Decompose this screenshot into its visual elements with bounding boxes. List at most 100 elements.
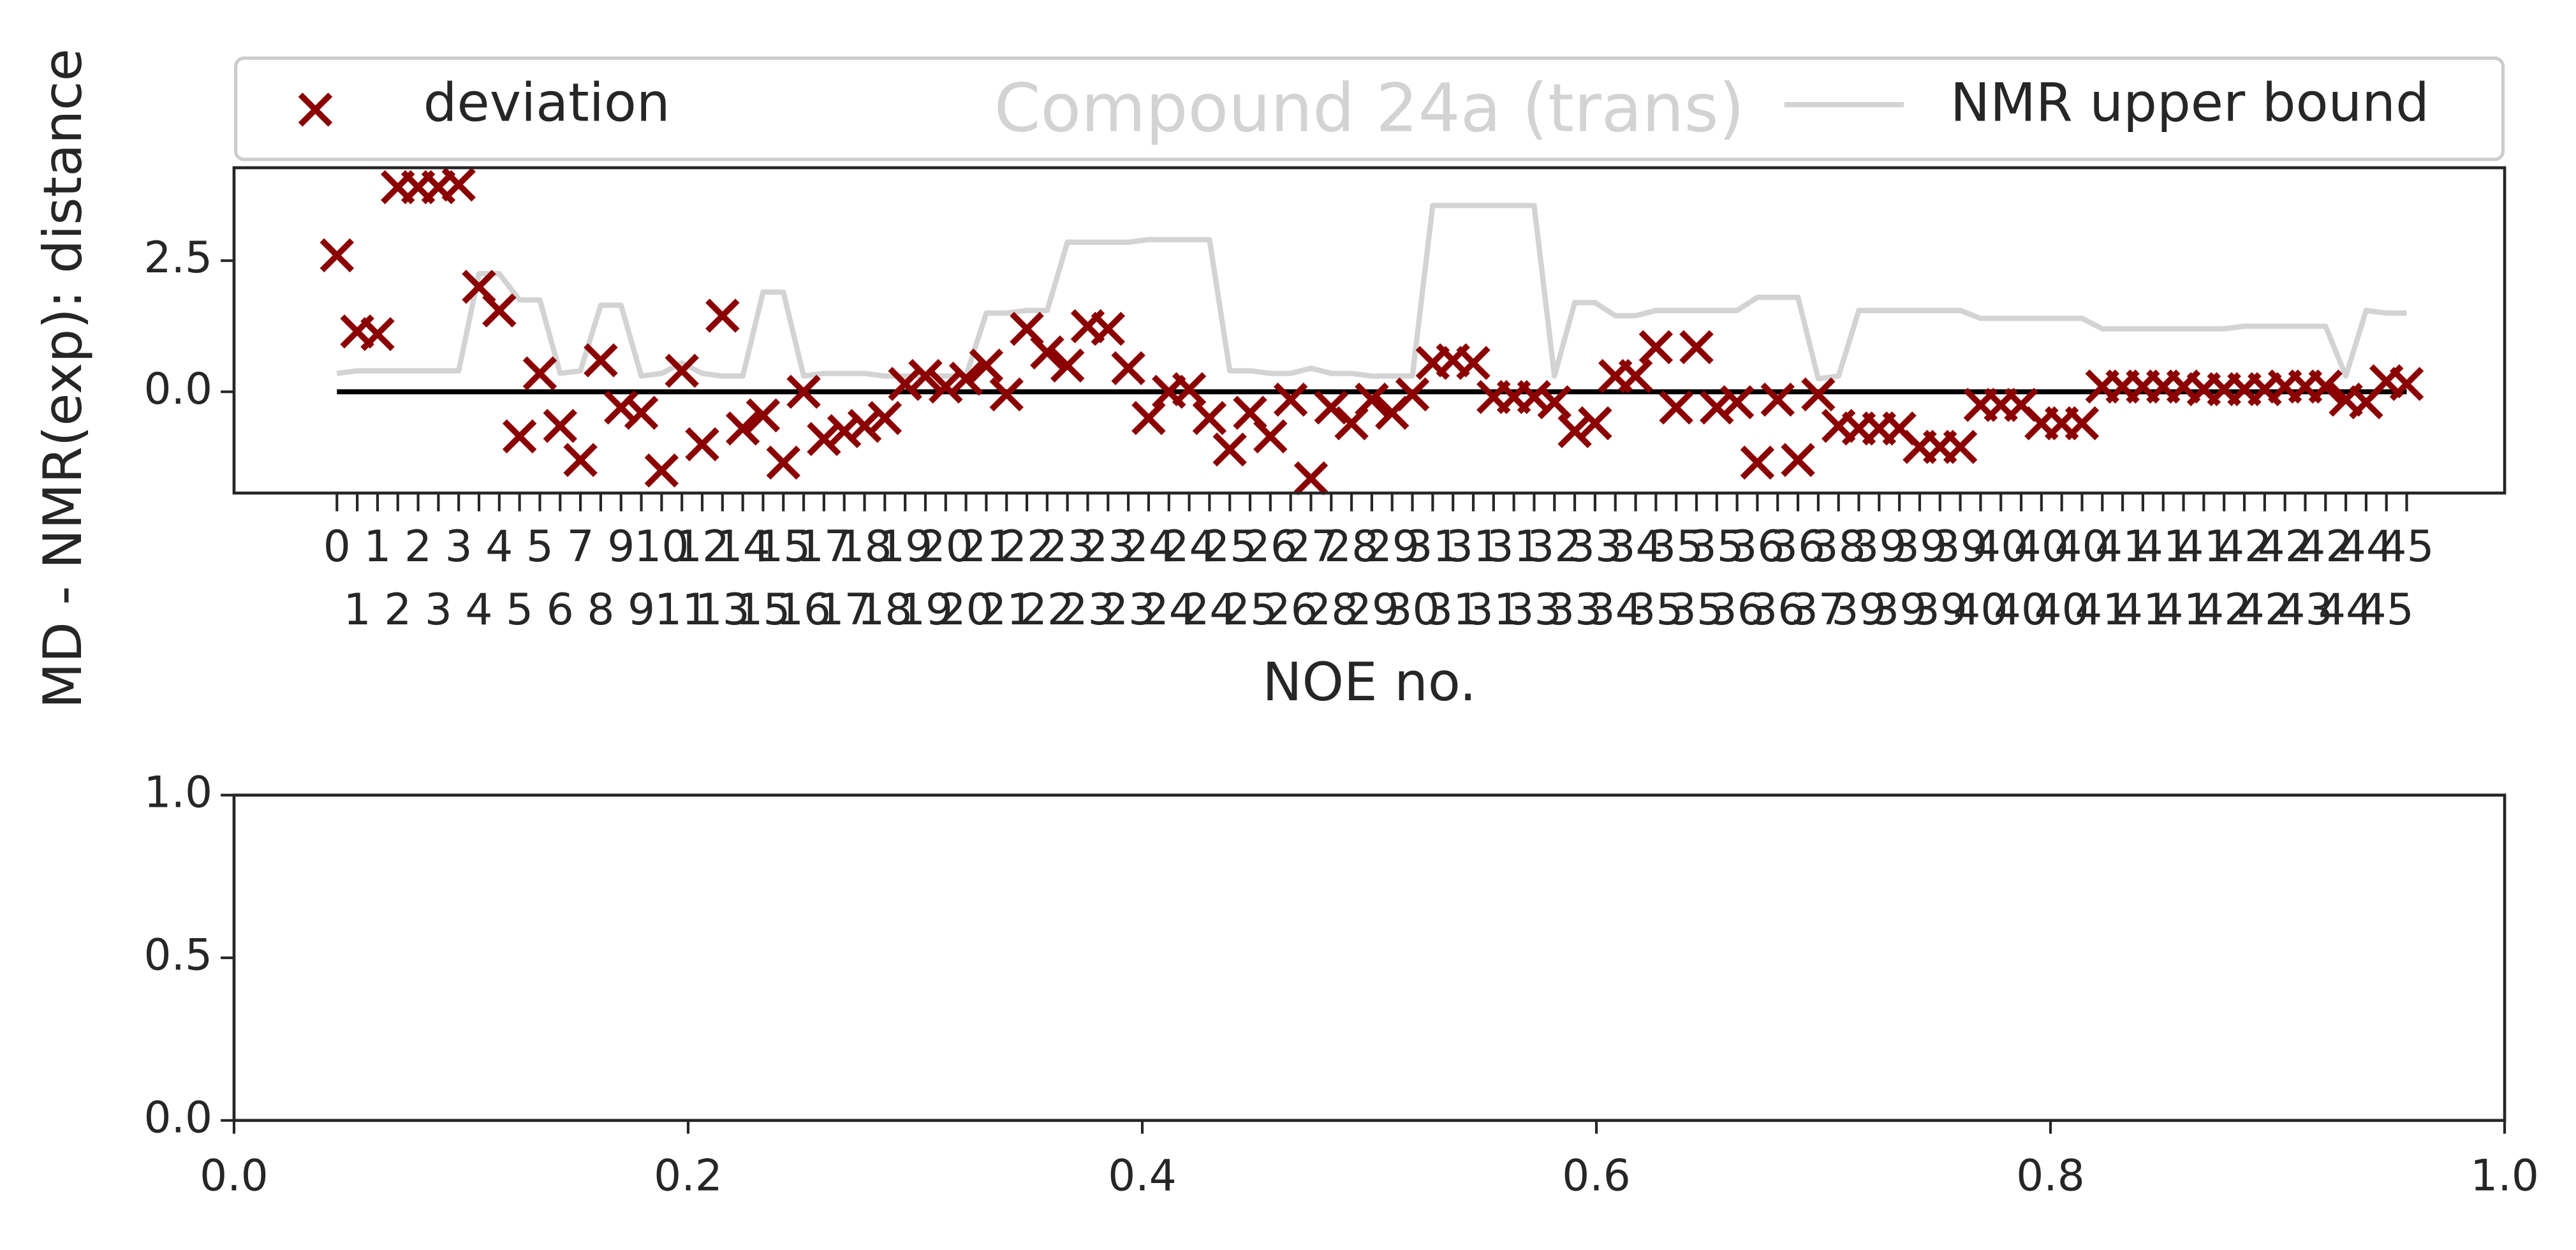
x-tick-label: 42 [2237, 584, 2292, 635]
x-tick-label: 40 [2014, 521, 2069, 571]
x-tick-label: 39 [1892, 521, 1947, 571]
x-tick-label: 5 [526, 521, 554, 571]
deviation-marker [1618, 358, 1653, 393]
axes-frame [232, 793, 2506, 1122]
deviation-marker [766, 445, 800, 480]
x-tick-label: 31 [1425, 584, 1480, 635]
x-tick-label: 4 [485, 521, 513, 571]
x-tick-label: 3 [445, 521, 473, 571]
x-tick-label: 36 [1710, 584, 1765, 635]
x-tick-label: 42 [2197, 584, 2251, 635]
x-tick-label: 26 [1263, 584, 1318, 635]
deviation-marker [1781, 443, 1815, 478]
x-tick-label: 32 [1527, 521, 1582, 571]
x-tick-label: 23 [1060, 584, 1115, 635]
x-tick-label: 19 [878, 521, 932, 571]
x-tick-label: 20 [918, 521, 973, 571]
x-tick-label: 24 [1142, 584, 1196, 635]
x-tick-label: 44 [2339, 521, 2394, 571]
x-tick-label: 35 [1649, 521, 1704, 571]
deviation-marker [441, 167, 476, 202]
x-tick-label: 24 [1121, 521, 1176, 571]
x-tick-label: 45 [2380, 521, 2434, 571]
x-tick-label: 26 [1243, 521, 1298, 571]
x-tick-label: 18 [857, 584, 912, 635]
deviation-marker [1212, 432, 1247, 467]
deviation-marker [603, 390, 638, 425]
deviation-marker [867, 401, 902, 436]
legend-label: NMR upper bound [1950, 72, 2429, 134]
x-tick-label: 7 [567, 521, 594, 571]
x-tick-label: 40 [1994, 584, 2049, 635]
deviation-marker [1253, 419, 1288, 453]
deviation-marker [1659, 390, 1693, 425]
deviation-marker [1557, 414, 1592, 448]
x-tick-label: 0.0 [200, 1150, 269, 1200]
deviation-marker [685, 427, 719, 462]
x-tick-label: 34 [1608, 521, 1663, 571]
x-tick-label: 23 [1040, 521, 1095, 571]
x-tick-label: 0.2 [654, 1150, 723, 1200]
deviation-marker [746, 398, 781, 433]
x-tick-label: 37 [1791, 584, 1846, 635]
x-tick-label: 15 [756, 521, 811, 571]
x-tick-label: 2 [404, 521, 432, 571]
x-tick-label: 17 [797, 521, 851, 571]
x-tick-label: 42 [2298, 521, 2353, 571]
x-tick-label: 0.4 [1108, 1150, 1177, 1200]
deviation-marker [1638, 330, 1674, 365]
x-tick-label: 41 [2176, 521, 2231, 571]
deviation-marker [543, 409, 578, 443]
x-tick-label: 30 [1385, 584, 1440, 635]
x-tick-label: 8 [587, 584, 614, 635]
x-tick-label: 35 [1628, 584, 1683, 635]
y-tick-label: 2.5 [144, 232, 213, 283]
x-tick-label: 27 [1283, 521, 1338, 571]
deviation-marker [1943, 429, 1978, 464]
deviation-marker [624, 395, 659, 430]
x-tick-label: 31 [1405, 521, 1460, 571]
deviation-marker [969, 348, 1004, 383]
deviation-marker [360, 317, 395, 351]
deviation-marker [1740, 445, 1775, 480]
deviation-marker [1760, 382, 1795, 417]
x-tick-label: 45 [2359, 584, 2414, 635]
x-tick-label: 39 [1933, 521, 1988, 571]
x-tick-label: 28 [1324, 521, 1379, 571]
x-tick-label: 22 [999, 521, 1054, 571]
x-tick-label: 9 [628, 584, 655, 635]
x-tick-label: 0.6 [1562, 1150, 1631, 1200]
deviation-marker [2389, 367, 2424, 401]
legend-marker [298, 92, 333, 127]
x-tick-label: 35 [1669, 584, 1724, 635]
x-tick-label: 23 [1080, 521, 1135, 571]
x-tick-label: 2 [384, 584, 411, 635]
deviation-marker [847, 409, 882, 443]
x-tick-label: 25 [1202, 521, 1257, 571]
deviation-marker [725, 411, 760, 446]
deviation-marker [584, 343, 618, 378]
x-tick-label: 40 [1973, 521, 2028, 571]
x-tick-label: 41 [2075, 584, 2130, 635]
y-tick-label: 1.0 [144, 767, 213, 817]
x-tick-label: 36 [1750, 584, 1805, 635]
deviation-marker [929, 369, 963, 404]
x-tick-label: 16 [776, 584, 831, 635]
x-tick-label: 28 [1304, 584, 1358, 635]
x-tick-label: 41 [2116, 584, 2170, 635]
x-tick-label: 1 [364, 521, 391, 571]
x-tick-label: 35 [1689, 521, 1744, 571]
deviation-marker [1050, 348, 1085, 383]
x-tick-label: 40 [2054, 521, 2109, 571]
x-tick-label: 25 [1223, 584, 1277, 635]
y-tick-label: 0.0 [144, 1092, 213, 1142]
x-tick-label: 29 [1344, 584, 1399, 635]
x-tick-label: 39 [1851, 521, 1906, 571]
deviation-marker [1355, 382, 1389, 417]
x-tick-label: 6 [547, 584, 574, 635]
deviation-marker [888, 367, 922, 401]
deviation-marker [1030, 335, 1064, 370]
